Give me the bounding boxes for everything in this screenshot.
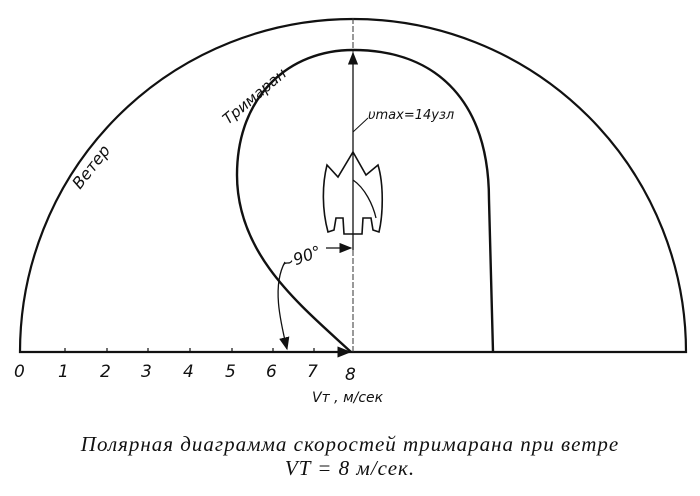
boat-sail-icon [352,179,377,219]
tick-label: 4 [183,362,194,382]
caption-line-1: Полярная диаграмма скоростей тримарана п… [80,432,620,456]
axis-label: Vт , м/сек [312,390,384,406]
vmax-leader [352,117,369,133]
angle-label: ~90° [278,242,324,274]
tick-label: 7 [307,362,318,382]
vmax-label: υmax=14узл [368,108,454,123]
axis-ticks [64,348,315,352]
tick-label: 0 [14,362,25,382]
wind-semicircle [18,17,688,354]
trimaran-icon [322,150,384,235]
tick-label: 8 [345,365,356,385]
trimaran-label: Тримаран [219,64,290,128]
tick-label: 2 [100,362,111,382]
tick-label: 6 [266,362,277,382]
tick-label: 1 [58,362,69,382]
tick-label: 5 [225,362,236,382]
trimaran-polar-curve [235,48,495,353]
angle-arc-arrow [277,261,290,351]
caption-line-2: VT = 8 м/сек. [284,456,416,480]
tick-label: 3 [141,362,152,382]
